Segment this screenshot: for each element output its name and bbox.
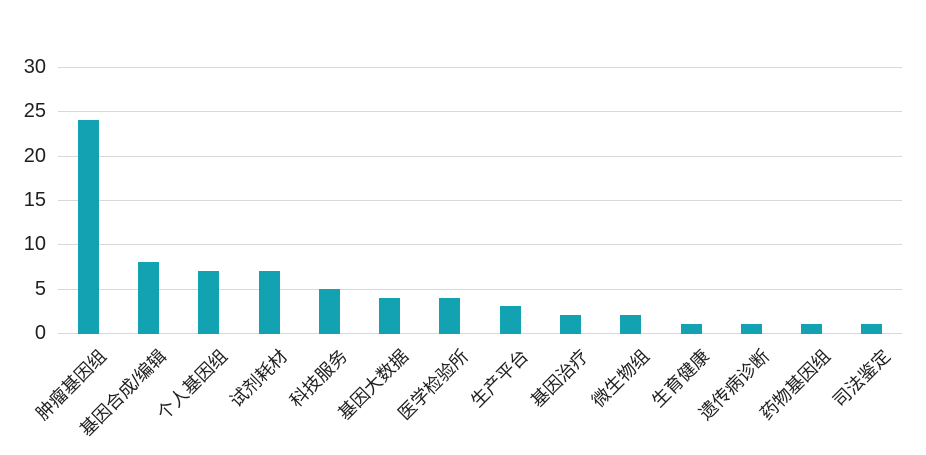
y-tick-label: 5 [34, 277, 46, 300]
bar [77, 120, 99, 334]
bar [198, 270, 220, 334]
y-tick-label: 10 [23, 233, 46, 256]
gridline [58, 155, 902, 157]
x-axis-label: 基因治疗 [527, 346, 593, 412]
y-tick-label: 15 [23, 189, 46, 211]
bar [499, 306, 521, 334]
x-axis-label: 司法鉴定 [828, 346, 894, 412]
bar [258, 270, 280, 334]
bar [439, 297, 461, 334]
bar [861, 324, 883, 334]
y-tick-label: 20 [23, 144, 46, 167]
gridline [58, 200, 902, 201]
x-axis-label: 生产平台 [467, 346, 533, 412]
bar [559, 315, 581, 334]
x-axis-label: 试剂耗材 [226, 346, 292, 412]
y-tick-label: 30 [23, 56, 46, 78]
y-tick-label: 0 [34, 322, 46, 344]
gridline [58, 333, 902, 334]
bar [680, 324, 702, 334]
bar [740, 324, 762, 334]
y-tick-label: 25 [23, 100, 46, 123]
bar [318, 288, 340, 334]
gridline [58, 111, 902, 113]
gridline [58, 67, 902, 68]
bar [137, 262, 159, 334]
gridline [58, 244, 902, 246]
bar [620, 315, 642, 334]
x-axis-label: 微生物组 [587, 346, 653, 412]
bar [379, 297, 401, 334]
bar [801, 324, 823, 334]
gridline [58, 288, 902, 290]
